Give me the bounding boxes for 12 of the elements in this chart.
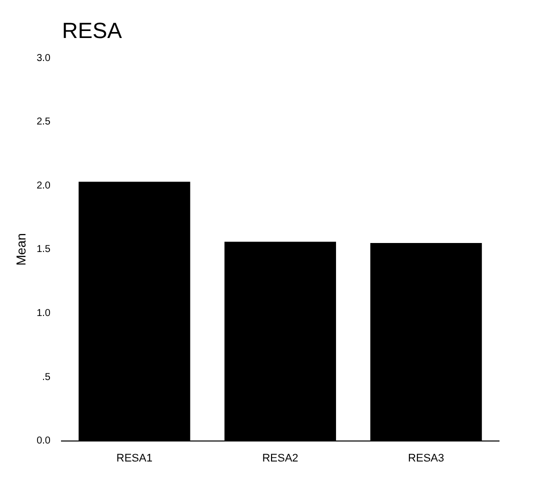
y-tick-label: 3.0 [36, 52, 51, 64]
y-tick-label: 2.0 [36, 180, 51, 192]
y-tick-label: 2.5 [36, 116, 51, 128]
x-tick-label: RESA1 [116, 452, 152, 464]
x-tick-label: RESA3 [408, 452, 444, 464]
chart-title: RESA [62, 18, 122, 44]
y-tick-label: .5 [42, 372, 51, 383]
y-tick-label: 1.5 [36, 244, 51, 256]
y-tick-label: 1.0 [36, 308, 51, 319]
y-tick-label: 0.0 [36, 436, 51, 447]
y-axis-title: Mean [13, 233, 28, 266]
x-tick-label: RESA2 [262, 452, 298, 464]
